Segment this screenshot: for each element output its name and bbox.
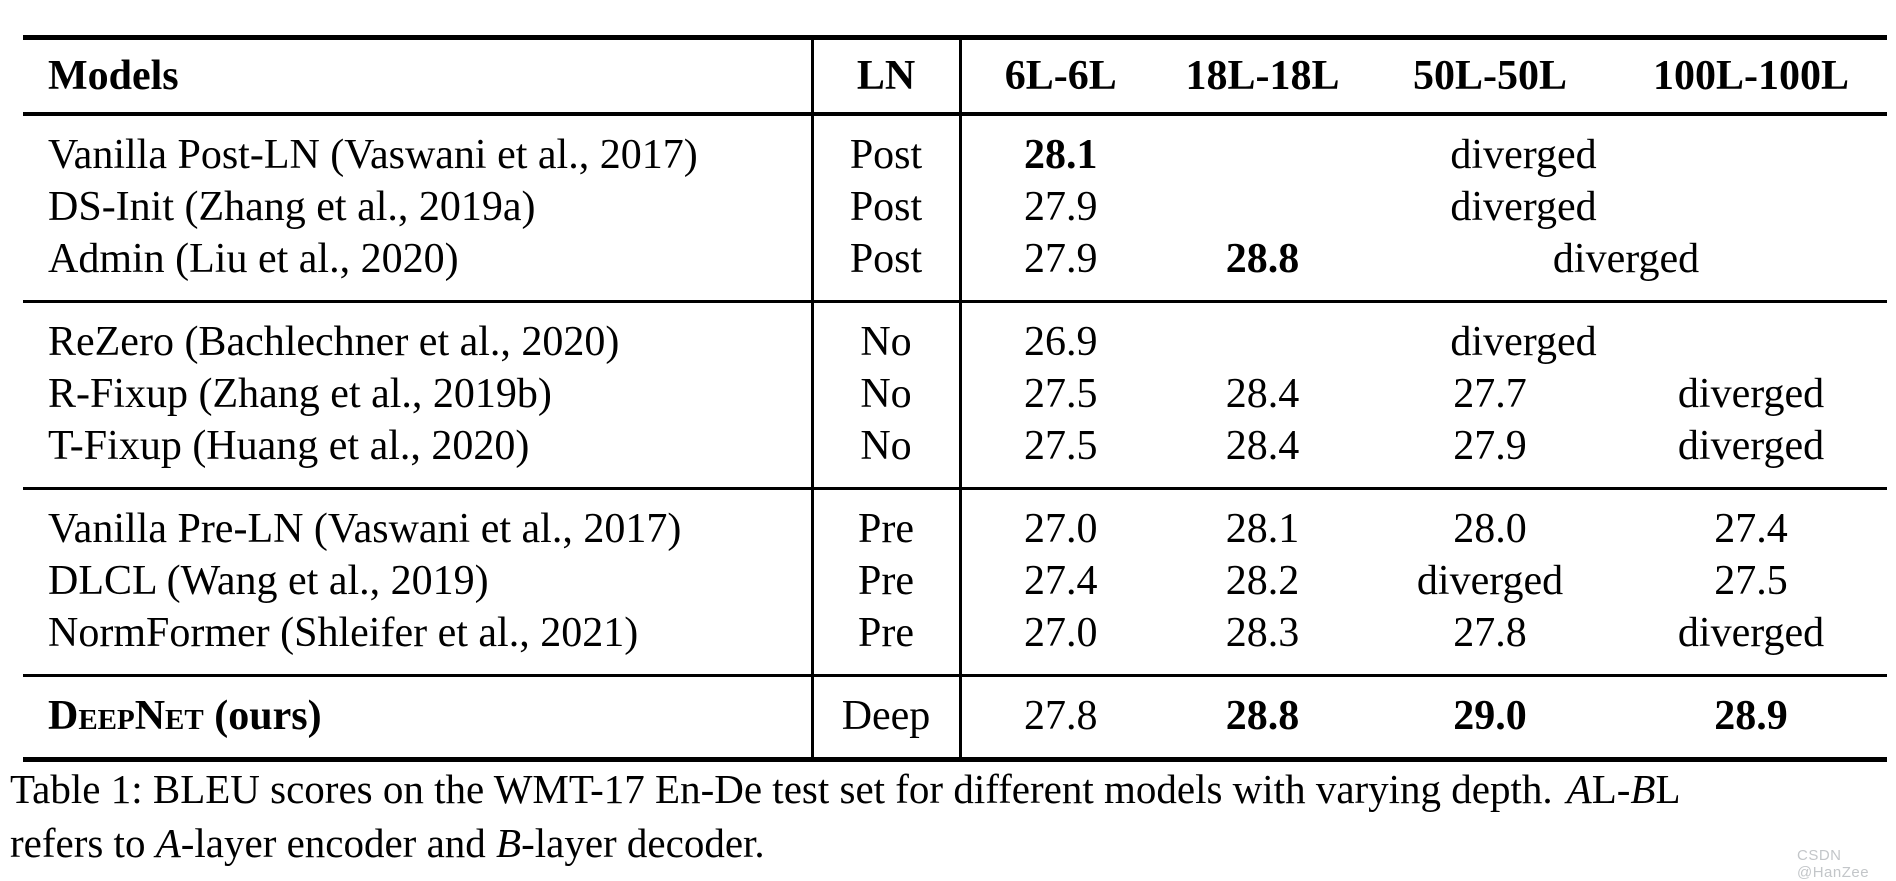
table-row: Vanilla Pre-LN (Vaswani et al., 2017) Pr… (23, 488, 1887, 555)
header-ln: LN (810, 37, 962, 114)
caption-line-1: Table 1: BLEU scores on the WMT-17 En-De… (10, 766, 1681, 812)
ln-cell: Post (810, 233, 962, 302)
diverged-cell: diverged (1677, 610, 1825, 656)
ln-cell: Post (810, 181, 962, 233)
score-cell: 27.5 (1024, 371, 1098, 417)
score-cell: 28.8 (1225, 236, 1300, 282)
score-cell: 28.9 (1714, 693, 1788, 739)
deepnet-name: DeepNet (48, 693, 204, 739)
ln-cell: No (810, 301, 962, 368)
score-cell: 27.9 (1453, 423, 1527, 469)
score-cell: 28.1 (1225, 506, 1300, 552)
ln-cell: Pre (810, 607, 962, 676)
table-row: ReZero (Bachlechner et al., 2020) No 26.… (23, 301, 1887, 368)
header-6l-6l: 6L-6L (1004, 53, 1117, 99)
caption-line-2: refers to A-layer encoder and B-layer de… (10, 820, 765, 866)
caption-var-a: A (155, 820, 181, 866)
caption-var-a: A (1566, 766, 1592, 812)
model-cell: Admin (Liu et al., 2020) (48, 236, 459, 282)
model-cell: T-Fixup (Huang et al., 2020) (48, 423, 530, 469)
header-18l-18l: 18L-18L (1185, 53, 1340, 99)
score-cell: 27.8 (1024, 693, 1098, 739)
diverged-cell: diverged (1450, 132, 1597, 178)
model-cell: ReZero (Bachlechner et al., 2020) (48, 319, 620, 365)
score-cell: 29.0 (1453, 693, 1527, 739)
model-cell: DLCL (Wang et al., 2019) (48, 558, 489, 604)
score-cell: 28.8 (1225, 693, 1300, 739)
model-cell: Vanilla Post-LN (Vaswani et al., 2017) (48, 132, 698, 178)
score-cell: 27.0 (1024, 610, 1098, 656)
csdn-watermark: CSDN @HanZee (1797, 847, 1870, 881)
table-row: DLCL (Wang et al., 2019) Pre 27.4 28.2 d… (23, 555, 1887, 607)
model-cell: Vanilla Pre-LN (Vaswani et al., 2017) (48, 506, 682, 552)
group-no-ln: ReZero (Bachlechner et al., 2020) No 26.… (23, 301, 1887, 489)
ln-cell: Pre (810, 555, 962, 607)
score-cell: 27.7 (1453, 371, 1527, 417)
score-cell: 27.4 (1714, 506, 1788, 552)
score-cell: 27.8 (1453, 610, 1527, 656)
table-row: T-Fixup (Huang et al., 2020) No 27.5 28.… (23, 420, 1887, 489)
bleu-scores-table: Models LN 6L-6L 18L-18L 50L-50L 100L-100… (23, 35, 1887, 762)
table-row: Admin (Liu et al., 2020) Post 27.9 28.8 … (23, 233, 1887, 302)
caption-var-b: B (496, 820, 522, 866)
diverged-cell: diverged (1416, 558, 1564, 604)
score-cell: 28.2 (1225, 558, 1300, 604)
caption-var-b: B (1630, 766, 1656, 812)
diverged-cell: diverged (1450, 184, 1597, 230)
header-row: Models LN 6L-6L 18L-18L 50L-50L 100L-100… (23, 37, 1887, 114)
ln-cell: Deep (810, 675, 962, 760)
table-caption: Table 1: BLEU scores on the WMT-17 En-De… (10, 762, 1896, 870)
diverged-cell: diverged (1677, 423, 1825, 469)
model-cell: DS-Init (Zhang et al., 2019a) (48, 184, 536, 230)
diverged-cell: diverged (1552, 236, 1700, 282)
header-models: Models (48, 53, 179, 99)
score-cell: 27.0 (1024, 506, 1098, 552)
ln-cell: Pre (810, 488, 962, 555)
score-cell: 28.3 (1225, 610, 1300, 656)
table-row: R-Fixup (Zhang et al., 2019b) No 27.5 28… (23, 368, 1887, 420)
model-cell: DeepNet (ours) (23, 676, 812, 760)
group-post-ln: Vanilla Post-LN (Vaswani et al., 2017) P… (23, 114, 1887, 302)
diverged-cell: diverged (1450, 319, 1597, 365)
ln-cell: No (810, 420, 962, 489)
table-row: NormFormer (Shleifer et al., 2021) Pre 2… (23, 607, 1887, 676)
table-row: Vanilla Post-LN (Vaswani et al., 2017) P… (23, 114, 1887, 181)
score-cell: 27.5 (1024, 423, 1098, 469)
score-cell: 27.9 (1024, 184, 1098, 230)
table-row-deepnet: DeepNet (ours) Deep 27.8 28.8 29.0 28.9 (23, 675, 1887, 760)
score-cell: 28.4 (1225, 423, 1300, 469)
table-header: Models LN 6L-6L 18L-18L 50L-50L 100L-100… (23, 37, 1887, 114)
score-cell: 28.4 (1225, 371, 1300, 417)
table-row: DS-Init (Zhang et al., 2019a) Post 27.9 … (23, 181, 1887, 233)
model-cell: R-Fixup (Zhang et al., 2019b) (48, 371, 552, 417)
score-cell: 26.9 (1024, 319, 1098, 365)
ln-cell: Post (810, 114, 962, 181)
group-deepnet: DeepNet (ours) Deep 27.8 28.8 29.0 28.9 (23, 675, 1887, 760)
diverged-cell: diverged (1677, 371, 1825, 417)
header-100l-100l: 100L-100L (1652, 53, 1849, 99)
score-cell: 27.4 (1024, 558, 1098, 604)
score-cell: 28.0 (1453, 506, 1527, 552)
group-pre-ln: Vanilla Pre-LN (Vaswani et al., 2017) Pr… (23, 488, 1887, 676)
score-cell: 27.9 (1024, 236, 1098, 282)
score-cell: 28.1 (1024, 132, 1098, 178)
score-cell: 27.5 (1714, 558, 1788, 604)
deepnet-suffix: (ours) (203, 693, 322, 739)
ln-cell: No (810, 368, 962, 420)
header-50l-50l: 50L-50L (1412, 53, 1567, 99)
model-cell: NormFormer (Shleifer et al., 2021) (48, 610, 639, 656)
